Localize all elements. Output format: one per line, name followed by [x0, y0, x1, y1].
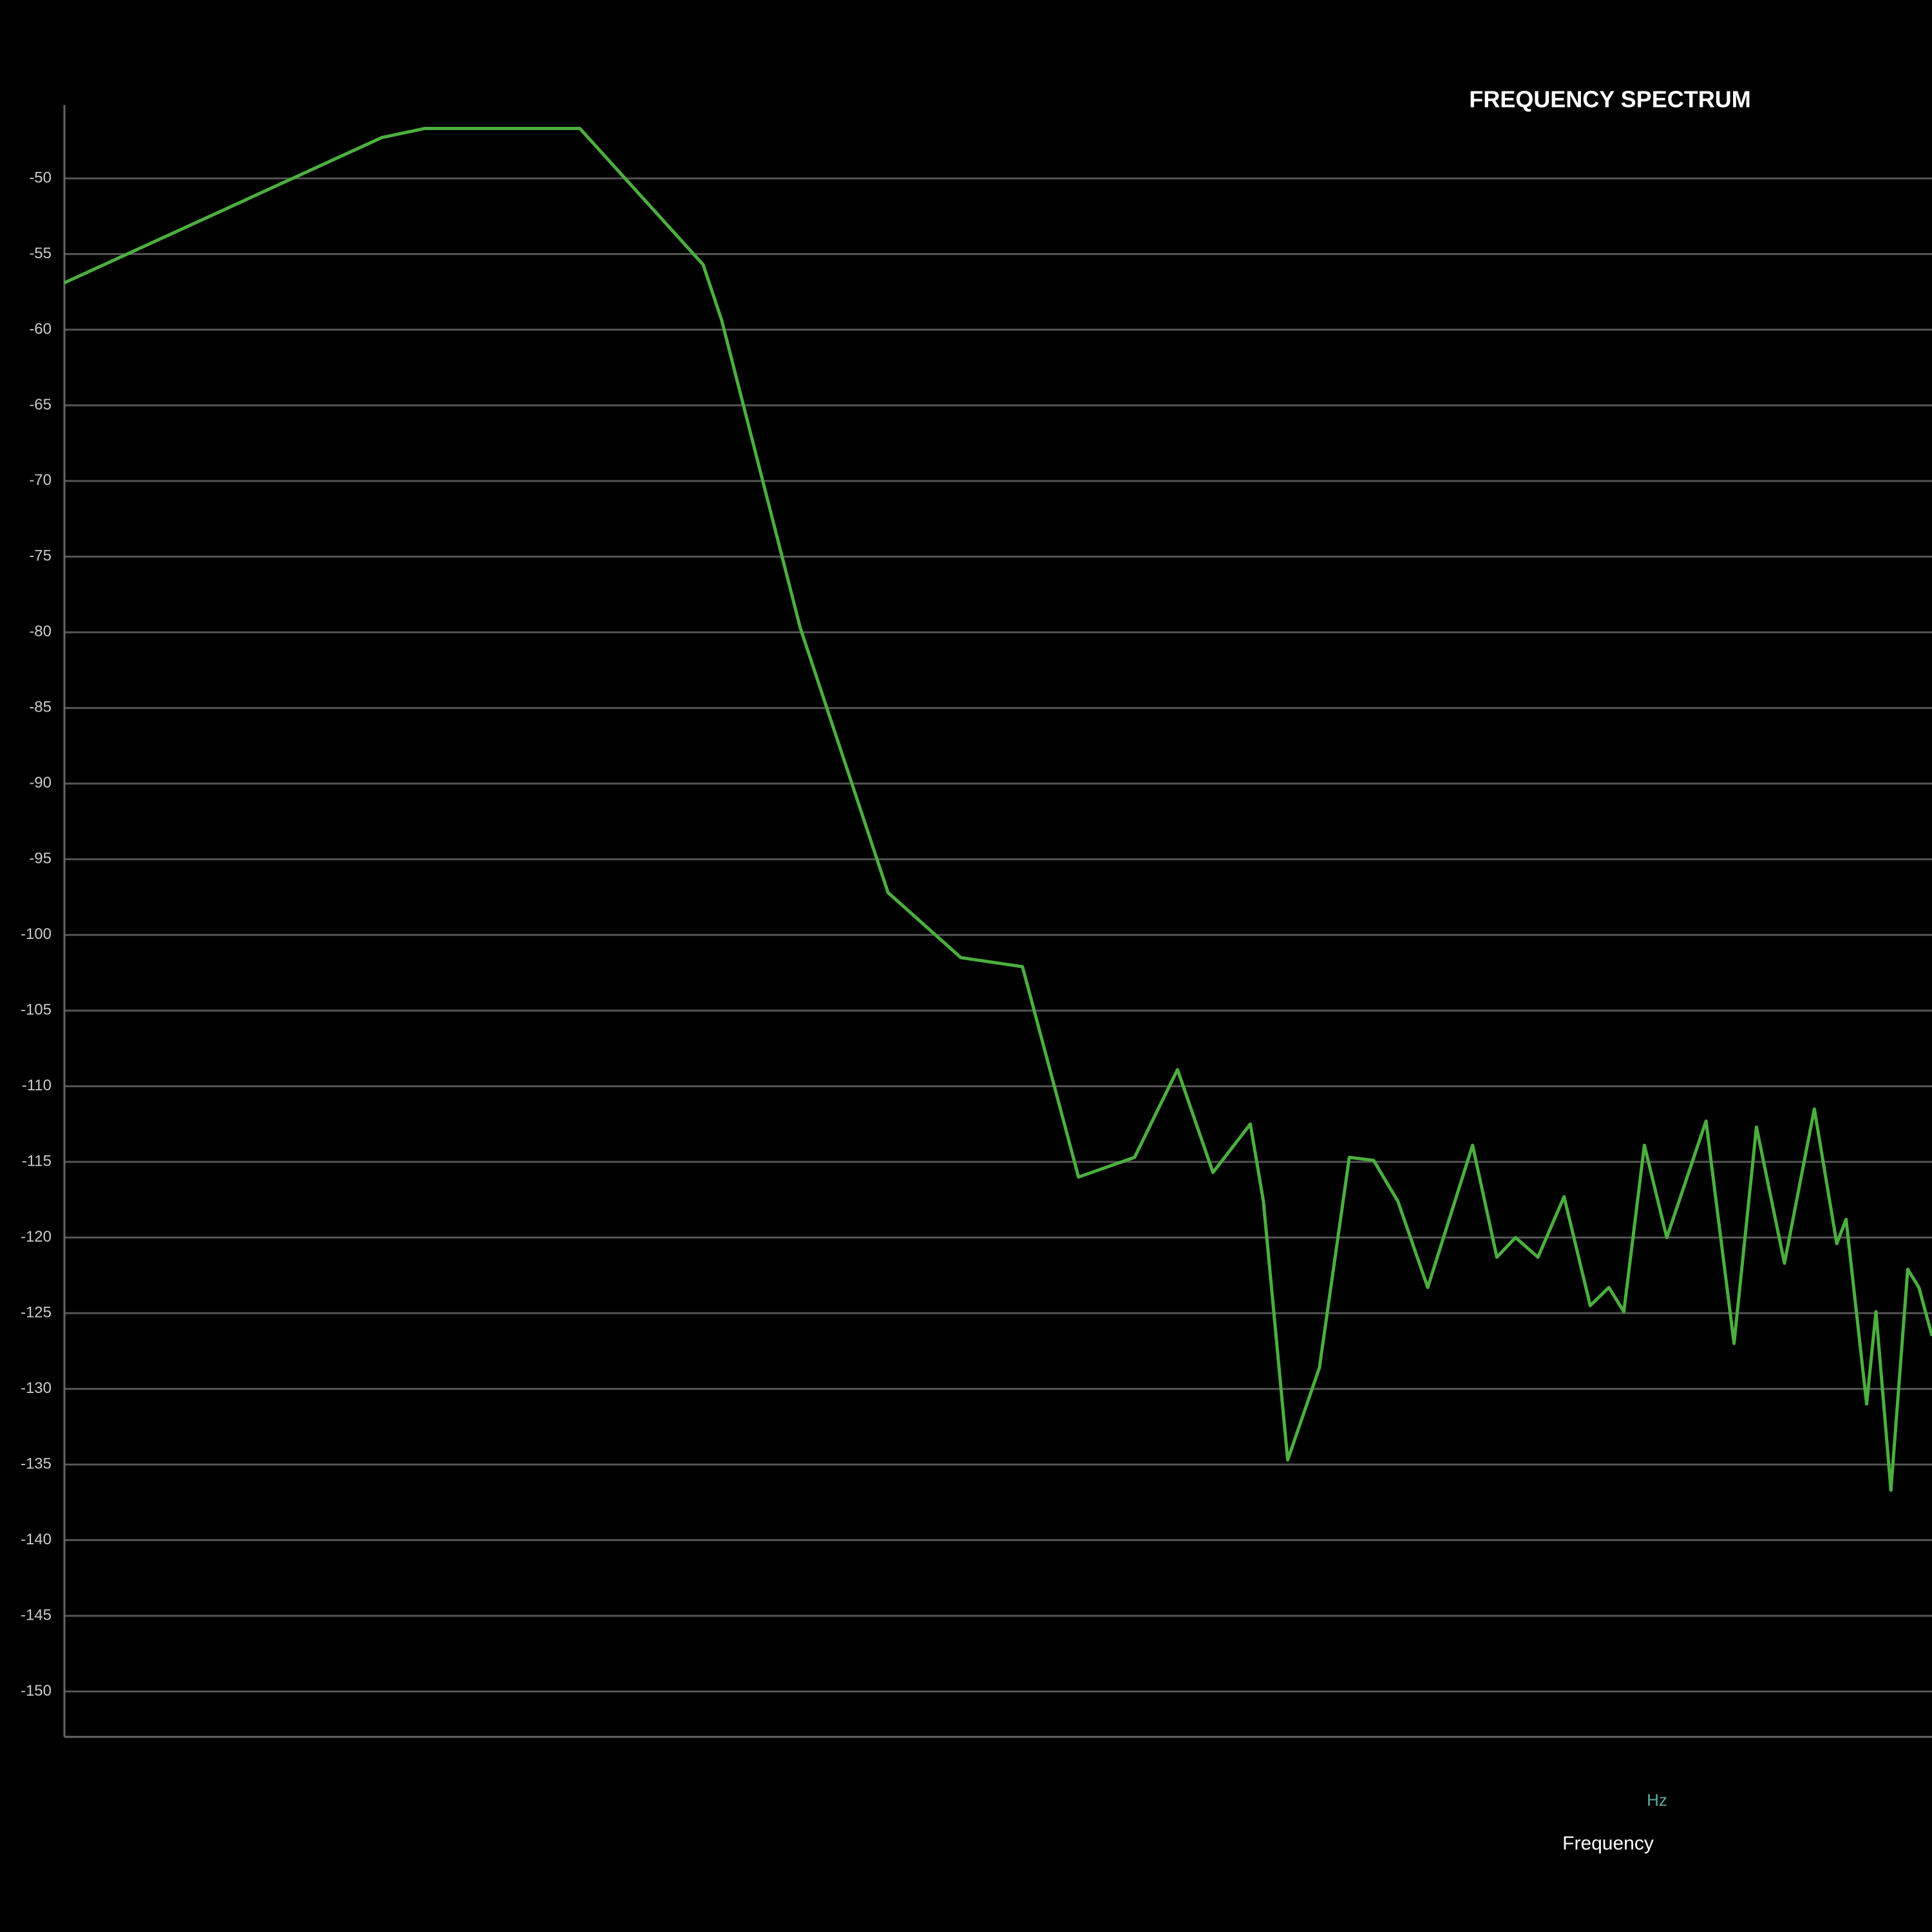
y-tick-label: -65: [29, 396, 52, 413]
y-tick-label: -130: [21, 1379, 52, 1397]
y-tick-label: -135: [21, 1455, 52, 1472]
y-tick-label: -120: [21, 1228, 52, 1245]
x-axis-label: Frequency: [1562, 1833, 1654, 1854]
y-tick-label: -105: [21, 1001, 52, 1019]
y-tick-label: -150: [21, 1682, 52, 1700]
y-tick-label: -95: [29, 850, 52, 867]
y-tick-label: -75: [29, 547, 52, 565]
x-unit: Hz: [1647, 1790, 1667, 1810]
y-tick-label: -100: [21, 925, 52, 943]
y-tick-label: -125: [21, 1303, 52, 1321]
y-tick-label: -55: [29, 245, 52, 262]
chart-title: FREQUENCY SPECTRUM: [1469, 86, 1750, 113]
y-tick-label: -90: [29, 774, 52, 791]
y-tick-label: -60: [29, 320, 52, 337]
y-tick-label: -110: [22, 1077, 52, 1094]
y-tick-label: -70: [29, 471, 52, 489]
y-tick-label: -145: [21, 1606, 52, 1624]
y-tick-label: -85: [29, 699, 52, 716]
y-tick-label: -140: [21, 1531, 52, 1548]
y-tick-label: -115: [22, 1153, 52, 1170]
y-tick-label: -50: [29, 169, 52, 186]
y-tick-label: -80: [29, 623, 52, 640]
spectrum-line: [63, 126, 1932, 1492]
